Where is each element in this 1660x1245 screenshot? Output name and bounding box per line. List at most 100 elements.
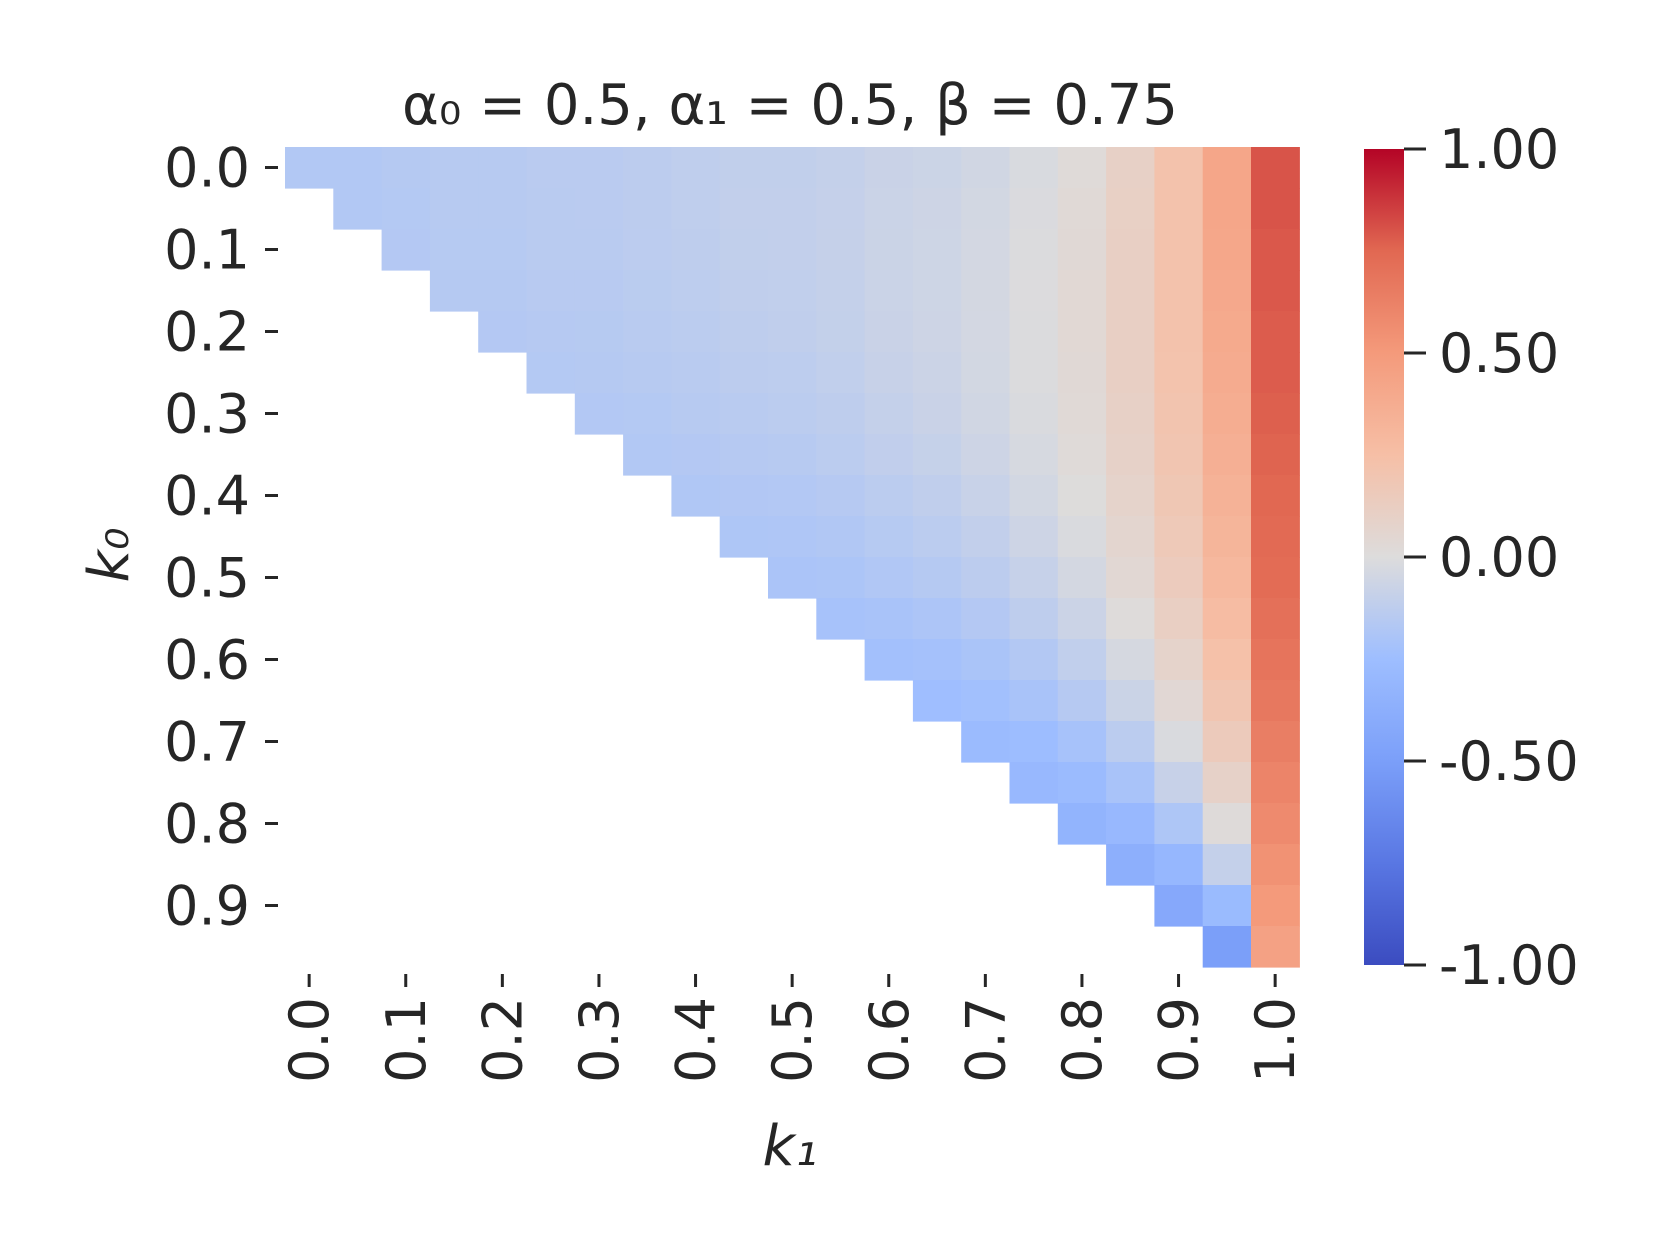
heatmap-cell-r18-c20 xyxy=(1251,885,1300,927)
heatmap-cell-r8-c19 xyxy=(1202,475,1252,517)
heatmap-cell-r6-c14 xyxy=(961,393,1011,435)
heatmap-cell-r3-c8 xyxy=(671,270,721,312)
heatmap-cell-r12-c20 xyxy=(1251,639,1300,681)
heatmap-cell-r0-c19 xyxy=(1202,147,1252,189)
heatmap-cell-r1-c15 xyxy=(1009,188,1059,230)
heatmap-cell-r1-c8 xyxy=(671,188,721,230)
heatmap-cell-r10-c14 xyxy=(961,557,1011,599)
heatmap-cell-r4-c14 xyxy=(961,311,1011,353)
heatmap-cell-r2-c3 xyxy=(429,229,479,271)
heatmap-cell-r0-c4 xyxy=(478,147,528,189)
heatmap-cell-r2-c4 xyxy=(478,229,528,271)
heatmap-cell-r5-c20 xyxy=(1251,352,1300,394)
heatmap-cell-r9-c11 xyxy=(816,516,866,558)
heatmap-cell-r18-c18 xyxy=(1154,885,1204,927)
heatmap-cell-r7-c7 xyxy=(623,434,672,476)
heatmap-cell-r5-c18 xyxy=(1154,352,1204,394)
heatmap-cell-r6-c15 xyxy=(1009,393,1059,435)
heatmap-cell-r0-c17 xyxy=(1106,147,1155,189)
chart-title: α₀ = 0.5, α₁ = 0.5, β = 0.75 xyxy=(402,73,1178,138)
heatmap-cell-r1-c16 xyxy=(1057,188,1107,230)
heatmap-cell-r16-c16 xyxy=(1057,803,1107,845)
colorbar-tick-label: 1.00 xyxy=(1439,118,1559,181)
heatmap-cell-r11-c11 xyxy=(816,598,866,640)
heatmap-cell-r2-c17 xyxy=(1106,229,1155,271)
heatmap-cell-r8-c9 xyxy=(719,475,769,517)
heatmap-cell-r9-c13 xyxy=(912,516,962,558)
heatmap-cell-r15-c18 xyxy=(1154,762,1204,804)
heatmap-cell-r6-c13 xyxy=(912,393,962,435)
heatmap-cell-r2-c19 xyxy=(1202,229,1252,271)
heatmap-cell-r0-c12 xyxy=(864,147,914,189)
heatmap-cell-r0-c20 xyxy=(1251,147,1300,189)
heatmap-cell-r13-c17 xyxy=(1106,680,1155,722)
heatmap-cell-r19-c20 xyxy=(1251,926,1300,968)
heatmap-cell-r9-c14 xyxy=(961,516,1011,558)
heatmap-cell-r4-c16 xyxy=(1057,311,1107,353)
heatmap-cell-r6-c6 xyxy=(574,393,624,435)
x-tick-label: 0.9 xyxy=(1148,997,1211,1083)
heatmap-cell-r2-c20 xyxy=(1251,229,1300,271)
heatmap-cell-r5-c19 xyxy=(1202,352,1252,394)
heatmap-cell-r6-c20 xyxy=(1251,393,1300,435)
heatmap-cell-r7-c9 xyxy=(719,434,769,476)
y-tick-label: 0.5 xyxy=(164,547,250,610)
heatmap-cell-r9-c15 xyxy=(1009,516,1059,558)
heatmap-cell-r1-c3 xyxy=(429,188,479,230)
heatmap-cell-r17-c20 xyxy=(1251,844,1300,886)
heatmap-cell-r11-c17 xyxy=(1106,598,1155,640)
heatmap-cell-r8-c8 xyxy=(671,475,721,517)
heatmap-cell-r6-c19 xyxy=(1202,393,1252,435)
heatmap-cell-r4-c13 xyxy=(912,311,962,353)
heatmap-cell-r0-c14 xyxy=(961,147,1011,189)
heatmap-cell-r3-c11 xyxy=(816,270,866,312)
heatmap-cell-r7-c13 xyxy=(912,434,962,476)
heatmap-cell-r6-c16 xyxy=(1057,393,1107,435)
heatmap-cell-r15-c19 xyxy=(1202,762,1252,804)
heatmap-cell-r2-c9 xyxy=(719,229,769,271)
heatmap-cell-r7-c15 xyxy=(1009,434,1059,476)
heatmap-cell-r13-c18 xyxy=(1154,680,1204,722)
heatmap-cell-r19-c19 xyxy=(1202,926,1252,968)
heatmap-cell-r8-c10 xyxy=(768,475,817,517)
heatmap-cell-r6-c9 xyxy=(719,393,769,435)
heatmap-cell-r2-c2 xyxy=(381,229,431,271)
heatmap-cell-r4-c9 xyxy=(719,311,769,353)
colorbar xyxy=(1364,149,1404,965)
heatmap-cell-r3-c10 xyxy=(768,270,817,312)
heatmap-cell-r3-c19 xyxy=(1202,270,1252,312)
heatmap-cell-r17-c18 xyxy=(1154,844,1204,886)
heatmap-cell-r13-c14 xyxy=(961,680,1011,722)
heatmap-cell-r2-c12 xyxy=(864,229,914,271)
heatmap-cell-r0-c6 xyxy=(574,147,624,189)
heatmap-cell-r3-c13 xyxy=(912,270,962,312)
heatmap-cell-r13-c19 xyxy=(1202,680,1252,722)
heatmap-cell-r1-c5 xyxy=(526,188,576,230)
heatmap-cell-r3-c7 xyxy=(623,270,672,312)
heatmap-cell-r17-c19 xyxy=(1202,844,1252,886)
heatmap-cell-r4-c11 xyxy=(816,311,866,353)
heatmap-cell-r12-c12 xyxy=(864,639,914,681)
heatmap-cell-r6-c17 xyxy=(1106,393,1155,435)
heatmap-cell-r14-c17 xyxy=(1106,721,1155,763)
y-tick-label: 0.9 xyxy=(164,875,250,938)
x-tick-label: 0.5 xyxy=(761,997,824,1083)
heatmap-cell-r2-c16 xyxy=(1057,229,1107,271)
heatmap-cell-r0-c5 xyxy=(526,147,576,189)
heatmap-cell-r4-c17 xyxy=(1106,311,1155,353)
heatmap-cell-r0-c10 xyxy=(768,147,817,189)
heatmap-cell-r10-c13 xyxy=(912,557,962,599)
heatmap-cell-r14-c18 xyxy=(1154,721,1204,763)
heatmap-cell-r1-c18 xyxy=(1154,188,1204,230)
heatmap-cell-r8-c15 xyxy=(1009,475,1059,517)
heatmap-cell-r0-c3 xyxy=(429,147,479,189)
heatmap-cell-r10-c20 xyxy=(1251,557,1300,599)
heatmap-cell-r15-c17 xyxy=(1106,762,1155,804)
heatmap-cell-r6-c7 xyxy=(623,393,672,435)
heatmap-cell-r3-c14 xyxy=(961,270,1011,312)
heatmap-cell-r12-c15 xyxy=(1009,639,1059,681)
heatmap-cell-r16-c19 xyxy=(1202,803,1252,845)
x-tick-label: 0.3 xyxy=(568,997,631,1083)
y-axis: 0.0 0.1 0.2 0.3 0.4 0.5 0.6 0.7 0.8 0.9 xyxy=(164,137,278,938)
heatmap-cell-r11-c12 xyxy=(864,598,914,640)
